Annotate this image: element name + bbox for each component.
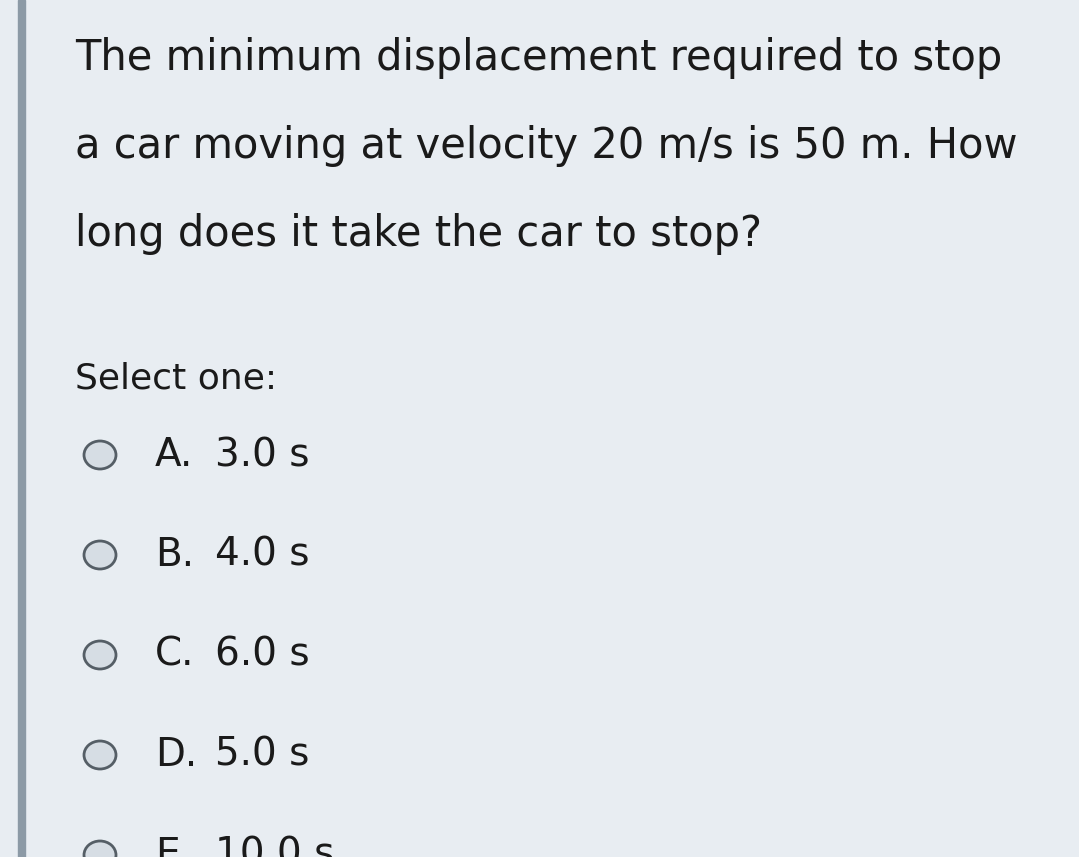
Ellipse shape bbox=[84, 641, 117, 669]
Text: C.: C. bbox=[155, 636, 194, 674]
Text: 6.0 s: 6.0 s bbox=[215, 636, 310, 674]
Text: Select one:: Select one: bbox=[76, 361, 277, 395]
Ellipse shape bbox=[84, 441, 117, 469]
Text: E.: E. bbox=[155, 836, 192, 857]
Text: B.: B. bbox=[155, 536, 194, 574]
Text: a car moving at velocity 20 m/s is 50 m. How: a car moving at velocity 20 m/s is 50 m.… bbox=[76, 125, 1017, 167]
Text: The minimum displacement required to stop: The minimum displacement required to sto… bbox=[76, 37, 1002, 79]
Text: 10.0 s: 10.0 s bbox=[215, 836, 334, 857]
Bar bbox=[18, 0, 25, 857]
Ellipse shape bbox=[84, 841, 117, 857]
Ellipse shape bbox=[84, 541, 117, 569]
Text: 3.0 s: 3.0 s bbox=[215, 436, 310, 474]
Text: 5.0 s: 5.0 s bbox=[215, 736, 310, 774]
Text: 4.0 s: 4.0 s bbox=[215, 536, 310, 574]
Text: long does it take the car to stop?: long does it take the car to stop? bbox=[76, 213, 762, 255]
Text: A.: A. bbox=[155, 436, 193, 474]
Ellipse shape bbox=[84, 741, 117, 769]
Text: D.: D. bbox=[155, 736, 197, 774]
